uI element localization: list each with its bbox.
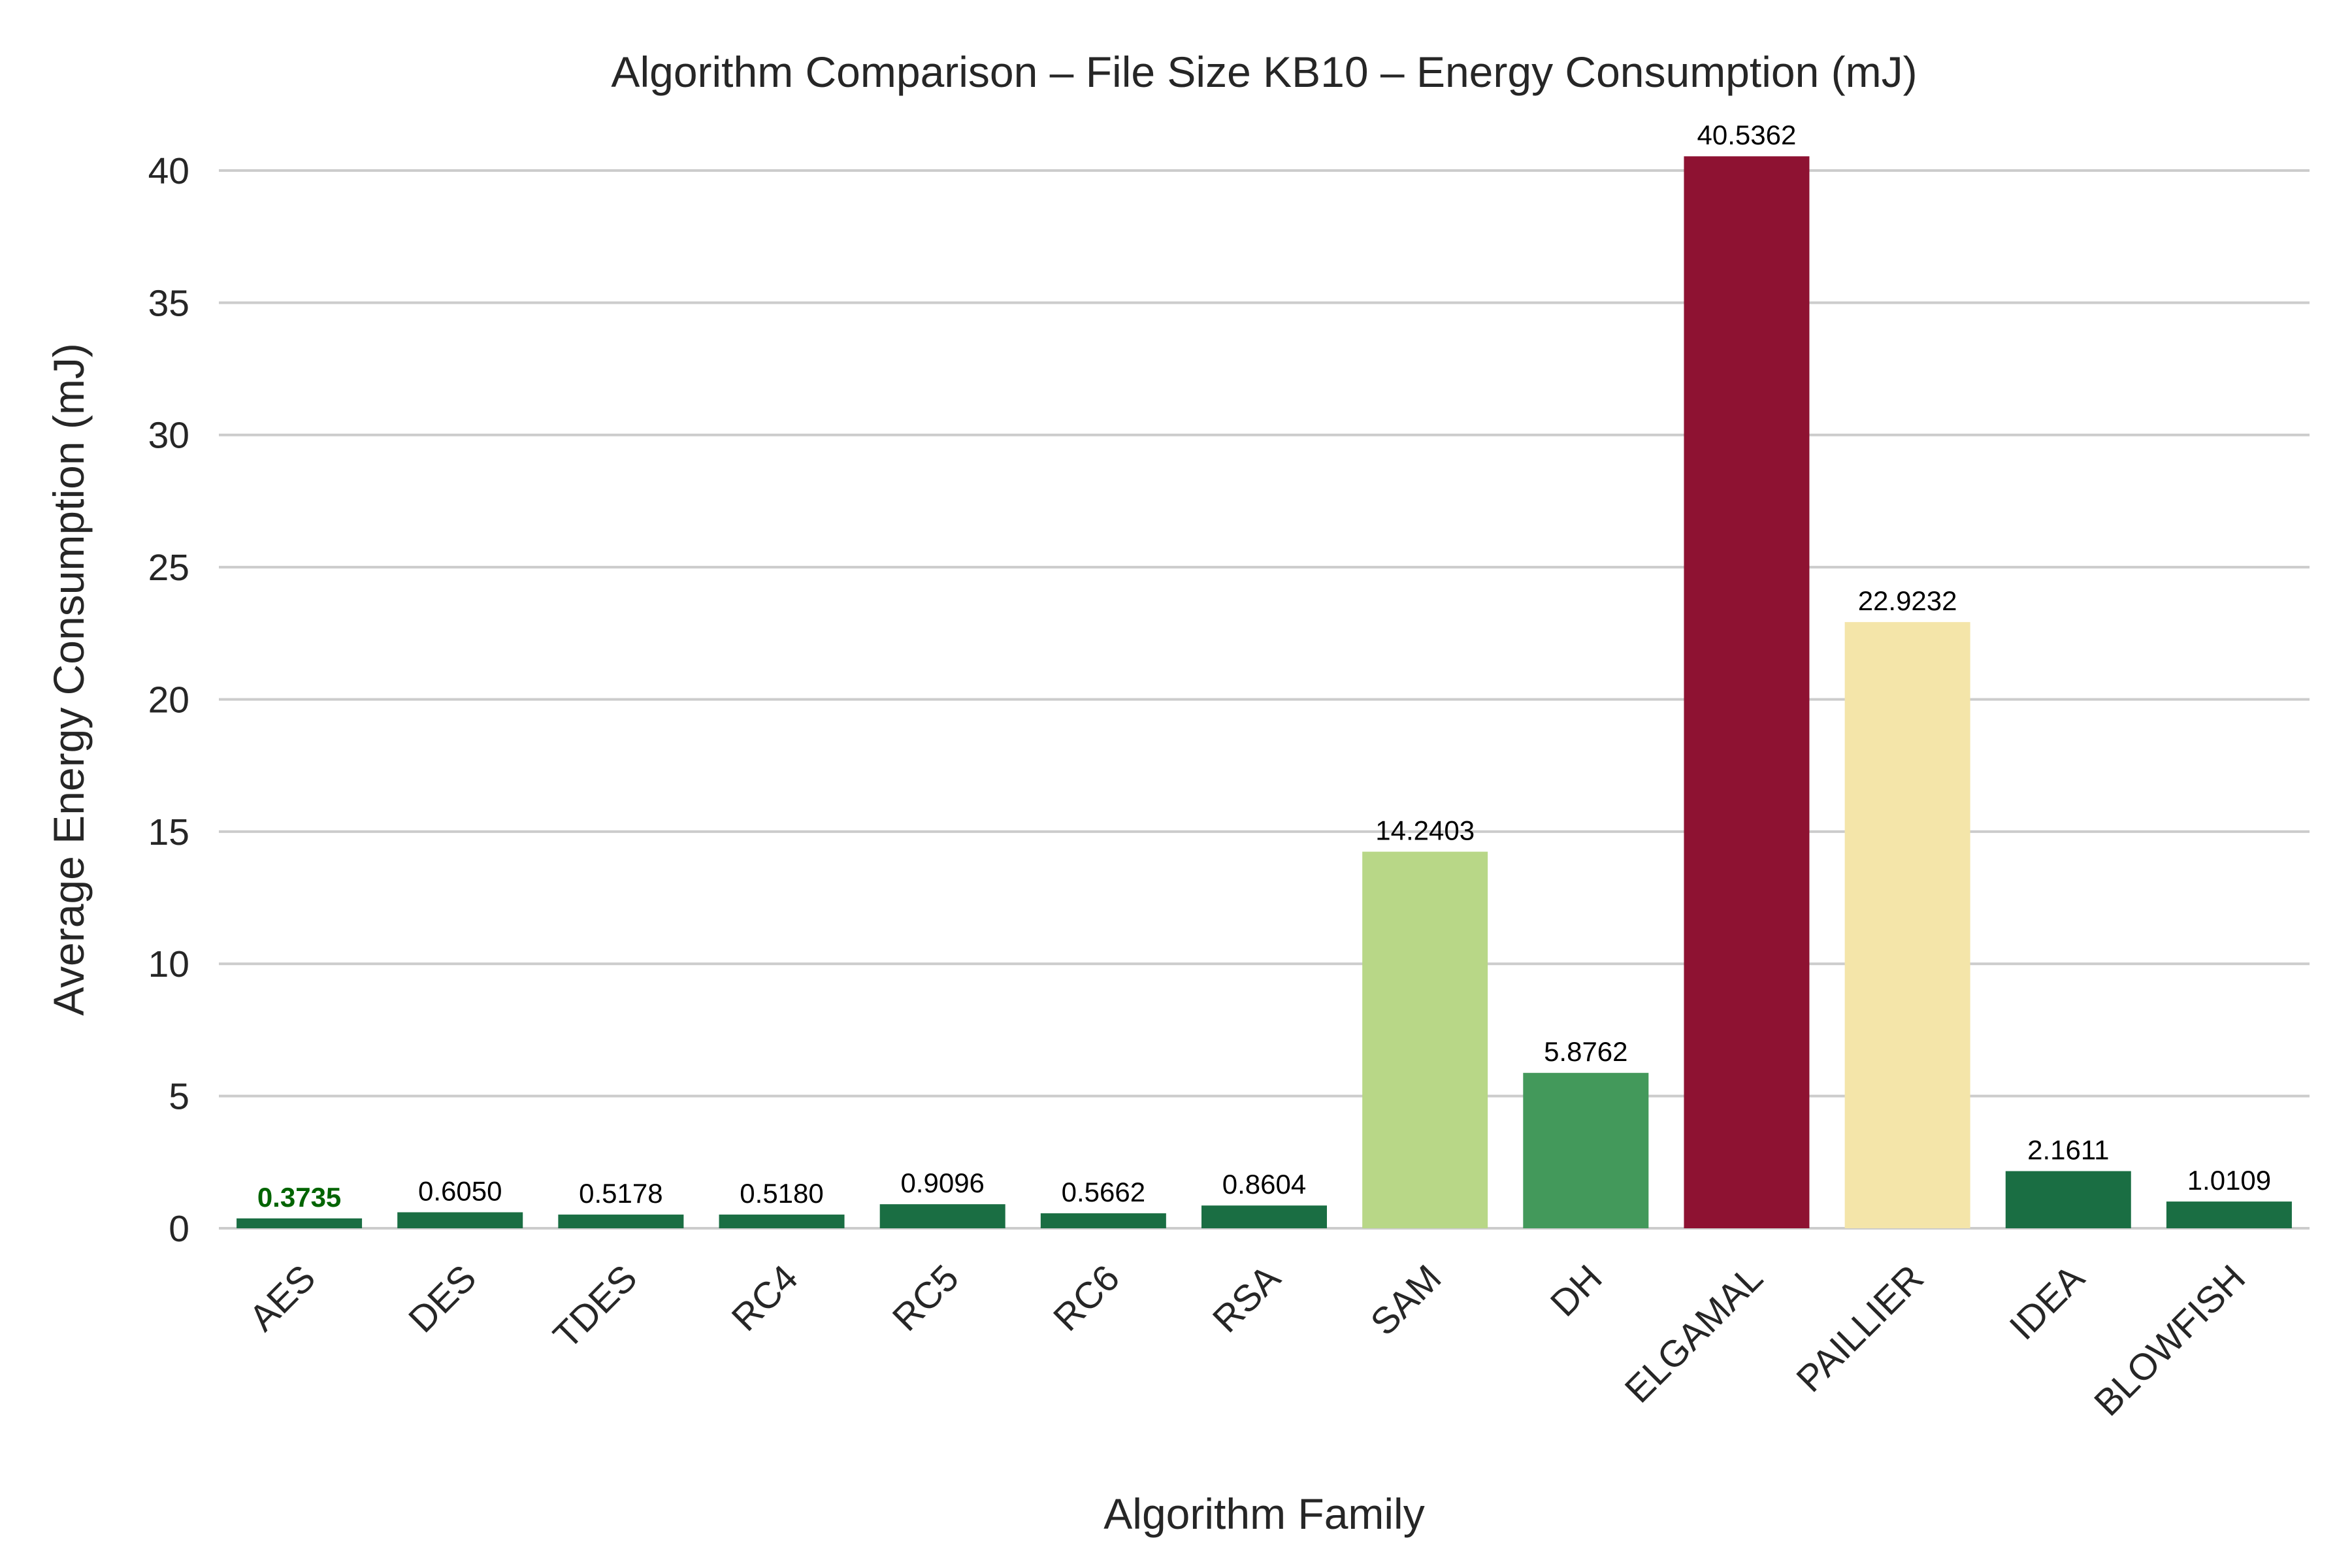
x-tick-label-paillier: PAILLIER — [1789, 1257, 1932, 1400]
y-axis-ticks: 0 5 10 15 20 25 30 35 40 — [148, 150, 189, 1250]
y-tick-label: 5 — [169, 1076, 189, 1118]
data-label-sam: 14.2403 — [1375, 815, 1475, 846]
bar-idea — [2005, 1171, 2131, 1228]
x-tick-label-aes: AES — [241, 1257, 323, 1339]
data-label-idea: 2.1611 — [2027, 1135, 2109, 1166]
x-tick-label-rc6: RC6 — [1045, 1257, 1128, 1339]
bar-tdes — [558, 1215, 684, 1228]
y-tick-label: 10 — [148, 943, 189, 985]
y-tick-label: 25 — [148, 547, 189, 589]
x-tick-label-elgamal: ELGAMAL — [1617, 1257, 1771, 1411]
bar-rc6 — [1040, 1213, 1166, 1228]
bar-aes — [237, 1218, 363, 1228]
bar-paillier — [1844, 622, 1970, 1228]
bar-dh — [1523, 1073, 1649, 1228]
bar-des — [397, 1212, 523, 1228]
data-label-blowfish: 1.0109 — [2187, 1165, 2271, 1196]
x-tick-label-dh: DH — [1543, 1257, 1610, 1324]
data-label-elgamal: 40.5362 — [1697, 120, 1797, 150]
data-label-rc4: 0.5180 — [740, 1178, 823, 1209]
x-tick-label-rc4: RC4 — [724, 1257, 806, 1339]
bar-rc4 — [719, 1215, 845, 1228]
x-tick-label-rsa: RSA — [1205, 1257, 1288, 1341]
bar-sam — [1362, 851, 1488, 1228]
data-label-rsa: 0.8604 — [1222, 1169, 1306, 1200]
bar-elgamal — [1684, 156, 1810, 1229]
data-label-dh: 5.8762 — [1544, 1036, 1627, 1067]
data-label-des: 0.6050 — [418, 1176, 502, 1207]
grid-lines — [219, 169, 2310, 1230]
bars — [237, 156, 2292, 1229]
x-axis-ticks: AES DES TDES RC4 RC5 RC6 RSA SAM DH ELGAMAL PAILLI… — [241, 1257, 2253, 1424]
bar-blowfish — [2166, 1201, 2292, 1228]
y-tick-label: 35 — [148, 282, 189, 324]
data-label-aes: 0.3735 — [257, 1182, 341, 1213]
y-tick-label: 40 — [148, 150, 189, 192]
data-label-rc5: 0.9096 — [900, 1168, 984, 1198]
x-axis-label: Algorithm Family — [1103, 1490, 1424, 1538]
x-tick-label-des: DES — [400, 1257, 484, 1341]
y-tick-label: 30 — [148, 415, 189, 457]
x-tick-label-tdes: TDES — [546, 1257, 645, 1357]
x-tick-label-blowfish: BLOWFISH — [2086, 1257, 2253, 1424]
data-label-rc6: 0.5662 — [1062, 1177, 1145, 1207]
x-tick-label-sam: SAM — [1363, 1257, 1450, 1344]
bar-rc5 — [879, 1204, 1005, 1228]
data-label-paillier: 22.9232 — [1858, 585, 1957, 616]
x-tick-label-idea: IDEA — [2002, 1257, 2093, 1348]
x-tick-label-rc5: RC5 — [885, 1257, 967, 1339]
y-tick-label: 20 — [148, 679, 189, 721]
data-labels: 0.3735 0.6050 0.5178 0.5180 0.9096 0.5662 0.86… — [257, 120, 2271, 1213]
bar-rsa — [1201, 1205, 1327, 1228]
y-tick-label: 15 — [148, 811, 189, 853]
chart-title: Algorithm Comparison – File Size KB10 – … — [611, 48, 1917, 96]
y-axis-label: Average Energy Consumption (mJ) — [44, 343, 93, 1016]
data-label-tdes: 0.5178 — [579, 1178, 662, 1209]
y-tick-label: 0 — [169, 1208, 189, 1250]
